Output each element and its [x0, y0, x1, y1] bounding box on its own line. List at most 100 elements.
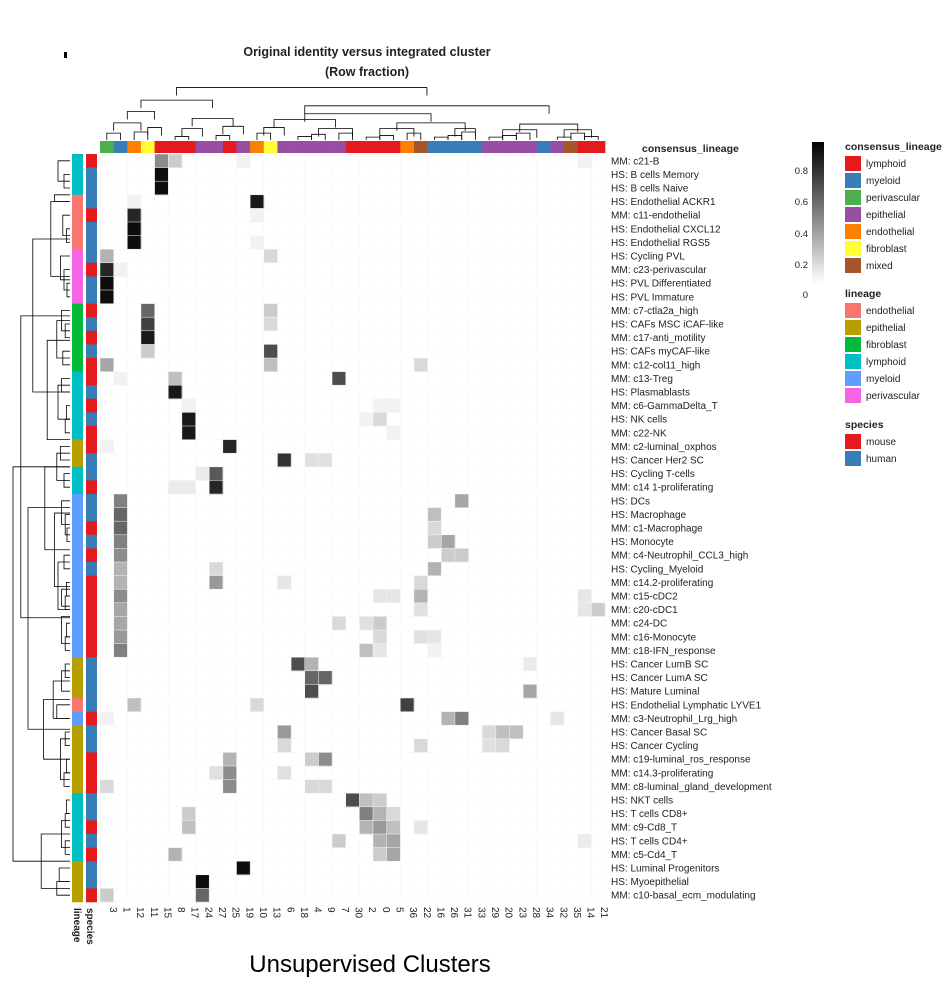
heatmap-cell [250, 235, 265, 250]
heatmap-cell [386, 806, 401, 821]
lineage-annotation-cell [72, 698, 83, 712]
top-dendrogram-branch [106, 132, 121, 140]
top-dendrogram-branch [304, 105, 550, 114]
row-label: HS: Cycling_Myeloid [611, 564, 703, 575]
heatmap-cell [359, 616, 374, 631]
column-label: 12 [134, 907, 145, 919]
species-annotation-cell [86, 643, 97, 658]
consensus-lineage-cell [318, 141, 333, 153]
column-label: 13 [271, 907, 282, 919]
legend-title: consensus_lineage [845, 141, 942, 153]
left-dendrogram-branch [46, 339, 70, 440]
heatmap-cell [373, 847, 387, 862]
species-annotation-cell [86, 548, 97, 563]
heatmap-cell [263, 249, 278, 264]
consensus-lineage-cell [222, 141, 237, 153]
column-label: 3 [107, 907, 118, 913]
heatmap-cell [140, 303, 155, 318]
heatmap-cell [168, 847, 183, 862]
species-annotation-cell [86, 507, 97, 522]
left-dendrogram-branch [57, 561, 70, 610]
row-label: HS: B cells Memory [611, 170, 699, 181]
column-label: 10 [257, 907, 268, 919]
heatmap-cell [277, 575, 292, 590]
row-label: MM: c6-GammaDelta_T [611, 401, 718, 412]
heatmap-cell [427, 630, 442, 644]
heatmap-cell [345, 793, 360, 808]
consensus-lineage-cell [454, 141, 469, 153]
left-dendrogram-branch [64, 418, 70, 434]
heatmap-cell [168, 480, 183, 495]
legend-label: epithelial [866, 323, 905, 334]
column-label: 28 [530, 907, 541, 919]
colorbar-tick-label: 0.4 [795, 229, 808, 240]
heatmap-cell [304, 657, 319, 672]
row-label: MM: c10-basal_ecm_modulating [611, 891, 756, 902]
row-label: MM: c24-DC [611, 619, 667, 630]
row-label: HS: PVL Immature [611, 292, 694, 303]
column-label: 35 [571, 907, 582, 919]
heatmap-cell [113, 589, 128, 604]
column-label: 4 [312, 907, 323, 913]
top-dendrogram-branch [263, 127, 285, 136]
legend-label: epithelial [866, 210, 905, 221]
lineage-annotation-cell [72, 725, 83, 740]
lineage-annotation-cell [72, 276, 83, 291]
species-annotation-cell [86, 521, 97, 536]
heatmap-cell [113, 602, 128, 617]
species-annotation-cell [86, 494, 97, 508]
heatmap-cell [291, 657, 306, 672]
row-label: MM: c11-endothelial [611, 211, 700, 222]
consensus-lineage-cell [332, 141, 346, 153]
lineage-annotation-cell [72, 480, 83, 495]
top-dendrogram-branch [191, 117, 234, 127]
heatmap-cell [113, 534, 128, 549]
heatmap-cell [304, 752, 319, 767]
heatmap-cell [359, 643, 374, 658]
top-dendrogram-branch [488, 136, 504, 140]
consensus-lineage-cell [154, 141, 169, 153]
heatmap-cell [332, 834, 346, 848]
legend-swatch [845, 303, 861, 318]
consensus-lineage-cell [441, 141, 456, 153]
species-annotation-cell [86, 698, 97, 712]
legend-label: fibroblast [866, 340, 907, 351]
heatmap-cell [236, 861, 251, 876]
top-dendrogram-branch [297, 136, 312, 140]
top-dendrogram-branch [365, 136, 381, 140]
species-annotation-cell [86, 779, 97, 794]
row-label: HS: Endothelial ACKR1 [611, 197, 716, 208]
heatmap-cell [113, 371, 128, 386]
heatmap-cell [495, 738, 510, 753]
top-dendrogram-branch [215, 135, 231, 140]
row-label: HS: Endothelial RGS5 [611, 238, 710, 249]
heatmap-cell [591, 602, 606, 617]
lineage-annotation-cell [72, 834, 83, 848]
species-annotation-cell [86, 766, 97, 780]
species-annotation-cell [86, 154, 97, 168]
left-dendrogram-branch [57, 384, 70, 420]
row-label: MM: c14.2-proliferating [611, 578, 713, 589]
species-annotation-cell [86, 575, 97, 590]
heatmap-cell [181, 426, 196, 440]
top-dendrogram-branch [140, 99, 214, 109]
colorbar-tick-label: 0.2 [795, 260, 808, 271]
heatmap-cell [181, 806, 196, 821]
consensus-lineage-cell [168, 141, 183, 153]
heatmap-cell [195, 874, 210, 889]
heatmap-cell [277, 725, 292, 740]
species-annotation-cell [86, 371, 97, 386]
row-label: HS: NK cells [611, 415, 667, 426]
corner-mark [64, 52, 67, 58]
legend-label: perivascular [866, 193, 921, 204]
top-dendrogram-branch [461, 131, 476, 140]
heatmap-cell [168, 385, 183, 400]
lineage-annotation-title: lineage [71, 908, 82, 943]
column-label: 33 [475, 907, 486, 919]
species-annotation-cell [86, 589, 97, 604]
species-annotation-cell [86, 711, 97, 726]
left-dendrogram-branch [27, 507, 70, 730]
heatmap-cell [154, 181, 169, 196]
heatmap-cell [332, 616, 346, 631]
heatmap-cell [359, 820, 374, 835]
